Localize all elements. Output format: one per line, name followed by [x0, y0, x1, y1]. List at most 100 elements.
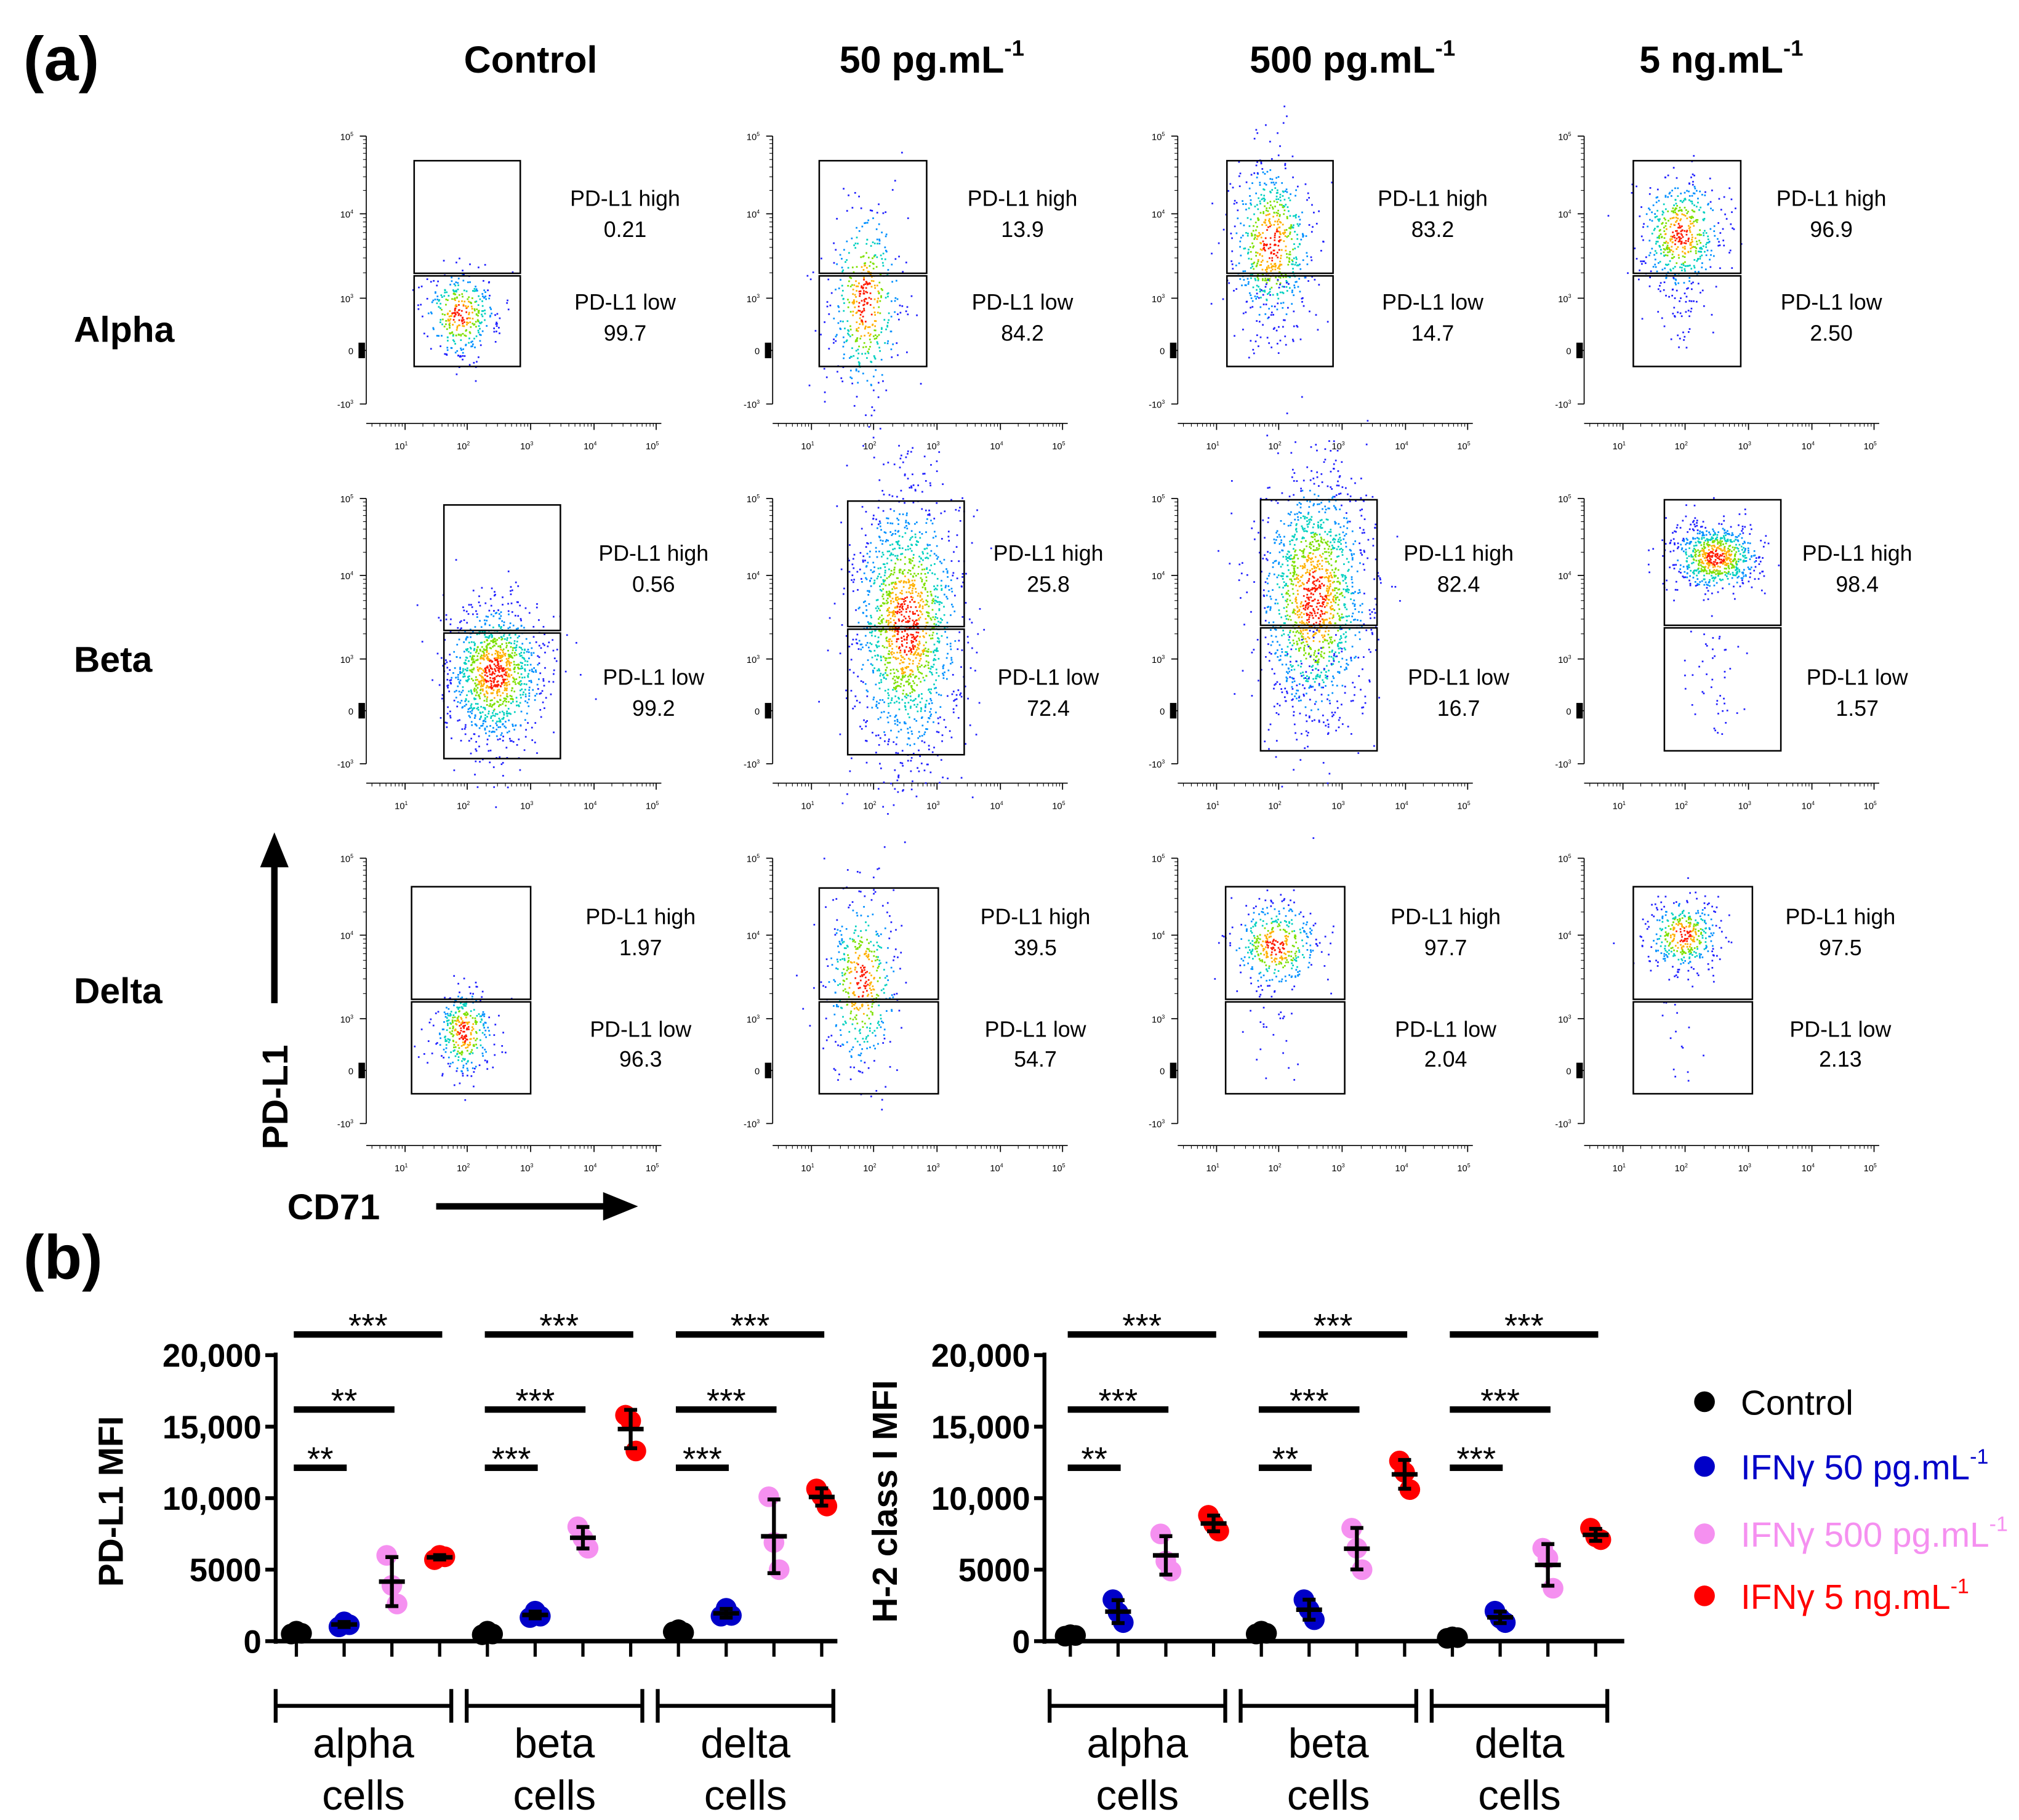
- event-dot: [820, 334, 822, 335]
- event-dot: [906, 351, 908, 353]
- gate-pd-l1-high[interactable]: [1632, 159, 1742, 275]
- event-dot: [865, 346, 867, 348]
- event-dot: [1278, 221, 1281, 223]
- event-dot: [909, 620, 910, 622]
- event-dot: [519, 702, 521, 704]
- gate-pd-l1-high[interactable]: [1226, 159, 1334, 275]
- event-dot: [489, 677, 491, 679]
- event-dot: [1245, 231, 1247, 234]
- event-dot: [500, 683, 503, 685]
- event-dot: [957, 689, 960, 691]
- event-dot: [882, 380, 884, 382]
- event-dot: [1688, 229, 1691, 231]
- event-dot: [909, 592, 912, 595]
- event-dot: [460, 347, 462, 350]
- event-dot: [536, 692, 538, 695]
- event-dot: [469, 646, 472, 649]
- y-tick-label: 104: [747, 209, 760, 220]
- event-dot: [511, 652, 513, 654]
- event-dot: [470, 604, 472, 606]
- event-dot: [929, 668, 932, 670]
- event-dot: [865, 578, 868, 580]
- event-dot: [1264, 221, 1266, 223]
- event-dot: [840, 568, 843, 571]
- event-dot: [450, 618, 452, 620]
- event-dot: [506, 644, 508, 647]
- event-dot: [458, 300, 460, 303]
- event-dot: [865, 287, 867, 289]
- event-dot: [494, 593, 496, 596]
- event-dot: [865, 577, 867, 579]
- event-dot: [515, 697, 518, 699]
- gate-pd-l1-low[interactable]: [413, 275, 521, 367]
- event-dot: [915, 706, 918, 708]
- event-dot: [869, 550, 871, 553]
- event-dot: [1250, 307, 1251, 309]
- event-dot: [865, 604, 867, 607]
- event-dot: [912, 662, 914, 665]
- event-dot: [896, 557, 898, 559]
- event-dot: [1677, 232, 1680, 235]
- event-dot: [524, 693, 527, 696]
- event-dot: [1270, 314, 1272, 316]
- event-dot: [902, 461, 904, 463]
- event-dot: [837, 305, 840, 307]
- event-dot: [1689, 264, 1691, 267]
- event-dot: [875, 704, 878, 706]
- event-dot: [500, 626, 502, 628]
- event-dot: [867, 659, 869, 661]
- event-dot: [933, 721, 934, 723]
- event-dot: [434, 299, 436, 300]
- event-dot: [1239, 278, 1242, 280]
- event-dot: [858, 302, 861, 304]
- event-dot: [461, 728, 464, 731]
- event-dot: [508, 655, 510, 657]
- event-dot: [484, 655, 486, 657]
- event-dot: [884, 663, 886, 666]
- event-dot: [914, 675, 917, 678]
- event-dot: [513, 668, 515, 670]
- event-dot: [475, 740, 478, 743]
- event-dot: [1262, 290, 1264, 292]
- event-dot: [1735, 207, 1736, 209]
- event-dot: [478, 312, 480, 314]
- gate-pd-l1-low[interactable]: [1226, 275, 1334, 367]
- event-dot: [477, 668, 479, 671]
- y-tick-label-superscript: 5: [757, 131, 760, 137]
- event-dot: [867, 561, 869, 564]
- event-dot: [472, 679, 474, 681]
- event-dot: [486, 726, 488, 728]
- event-dot: [480, 712, 482, 714]
- event-dot: [936, 558, 938, 560]
- event-dot: [1269, 246, 1272, 249]
- event-dot: [865, 565, 868, 567]
- event-dot: [1276, 342, 1278, 345]
- gate-pd-l1-high[interactable]: [413, 159, 521, 275]
- gate-pd-l1-low[interactable]: [1632, 275, 1742, 367]
- event-dot: [502, 649, 504, 652]
- event-dot: [476, 633, 478, 635]
- event-dot: [870, 245, 872, 247]
- event-dot: [1705, 243, 1708, 246]
- gate-pd-l1-high[interactable]: [443, 504, 561, 631]
- event-dot: [1711, 190, 1713, 191]
- event-dot: [462, 325, 464, 327]
- event-dot: [1674, 208, 1677, 210]
- event-dot: [927, 648, 929, 651]
- x-tick-label: 101: [801, 440, 814, 452]
- event-dot: [447, 299, 449, 302]
- event-dot: [505, 689, 508, 691]
- event-dot: [459, 679, 462, 681]
- event-dot: [490, 604, 492, 607]
- event-dot: [520, 618, 522, 620]
- gate-pd-l1-low[interactable]: [443, 632, 561, 760]
- event-dot: [1685, 295, 1688, 298]
- event-dot: [536, 683, 539, 686]
- event-dot: [1656, 215, 1658, 217]
- event-dot: [1278, 266, 1280, 268]
- event-dot: [847, 329, 849, 331]
- gate-pd-l1-high[interactable]: [818, 159, 928, 275]
- gate-pd-l1-low[interactable]: [818, 275, 928, 367]
- event-dot: [496, 325, 498, 327]
- column-title-base: 500 pg.mL: [1250, 39, 1435, 81]
